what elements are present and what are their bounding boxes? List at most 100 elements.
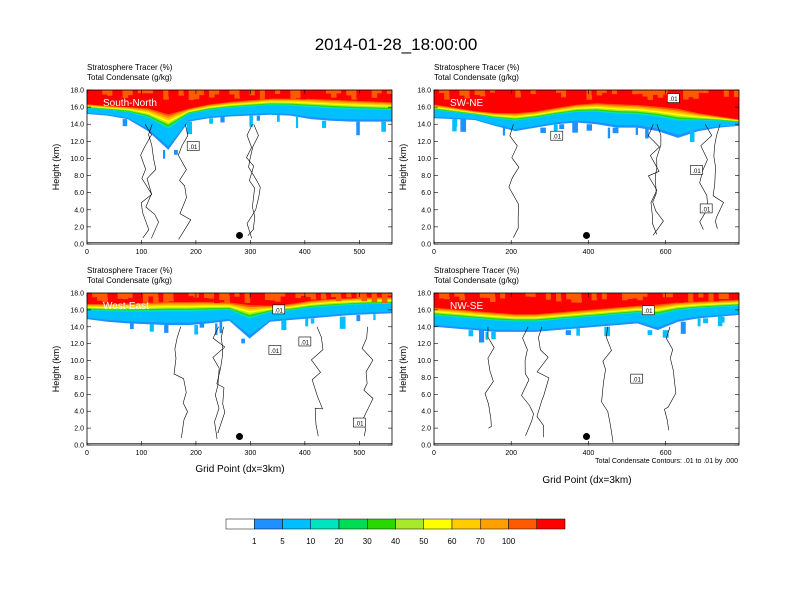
tracer-streak bbox=[346, 90, 352, 96]
x-tick-label: 200 bbox=[190, 450, 202, 457]
panel-label: West-East bbox=[103, 301, 149, 312]
tracer-streak bbox=[500, 293, 506, 299]
tracer-streak bbox=[617, 90, 623, 98]
tracer-streak bbox=[203, 90, 210, 100]
tracer-streak bbox=[622, 90, 628, 93]
panel-sw-ne: Stratosphere Tracer (%)Total Condensate … bbox=[398, 63, 740, 256]
tracer-patch bbox=[381, 121, 386, 132]
tracer-streak bbox=[320, 90, 327, 93]
plot-frame bbox=[86, 89, 393, 245]
x-tick-label: 0 bbox=[85, 249, 89, 256]
tracer-streak bbox=[454, 90, 460, 96]
tracer-streak bbox=[683, 90, 689, 100]
tracer-streak bbox=[92, 293, 98, 298]
tracer-streak bbox=[341, 90, 347, 101]
tracer-streak bbox=[87, 293, 93, 300]
tracer-patch bbox=[310, 318, 315, 324]
tracer-streak bbox=[535, 90, 542, 93]
tracer-streak bbox=[698, 90, 704, 93]
panel-label: SW-NE bbox=[450, 98, 483, 109]
x-tick-label: 300 bbox=[245, 249, 257, 256]
tracer-streak bbox=[434, 293, 440, 299]
y-tick-label: 16.0 bbox=[70, 105, 84, 112]
tracer-streak bbox=[459, 90, 465, 96]
colorbar-swatch bbox=[423, 518, 453, 530]
tracer-patch bbox=[565, 330, 571, 335]
condensate-contour bbox=[145, 124, 159, 239]
tracer-streak bbox=[489, 90, 496, 93]
x-tick-label: 400 bbox=[583, 249, 595, 256]
tracer-streak bbox=[434, 90, 440, 98]
tracer-patch bbox=[122, 119, 128, 127]
tracer-streak bbox=[683, 293, 689, 300]
tracer-streak bbox=[97, 90, 103, 94]
tracer-patch bbox=[607, 127, 611, 139]
colorbar-label: 20 bbox=[335, 537, 344, 546]
tracer-streak bbox=[708, 90, 715, 99]
tracer-streak bbox=[285, 90, 291, 94]
colorbar-label: 70 bbox=[476, 537, 485, 546]
tracer-streak bbox=[479, 293, 486, 298]
tracer-streak bbox=[586, 90, 593, 100]
x-tick-label: 200 bbox=[505, 249, 517, 256]
tracer-patch bbox=[586, 124, 593, 131]
tracer-streak bbox=[561, 293, 567, 299]
tracer-streak bbox=[576, 90, 582, 94]
colorbar-label: 5 bbox=[280, 537, 285, 546]
tracer-patch bbox=[645, 127, 649, 139]
y-tick-label: 0.0 bbox=[74, 242, 84, 249]
y-tick-label: 4.0 bbox=[421, 409, 431, 416]
tracer-streak bbox=[275, 90, 281, 95]
tracer-streak bbox=[259, 90, 266, 100]
tracer-streak bbox=[209, 293, 215, 299]
tracer-streak bbox=[270, 90, 276, 99]
y-tick-label: 12.0 bbox=[417, 139, 431, 146]
tracer-streak bbox=[647, 90, 654, 101]
tracer-streak bbox=[249, 90, 256, 96]
tracer-streak bbox=[371, 293, 378, 303]
tracer-streak bbox=[122, 293, 129, 300]
tracer-streak bbox=[581, 293, 587, 299]
tracer-streak bbox=[259, 293, 266, 297]
tracer-streak bbox=[632, 90, 638, 95]
tracer-patch bbox=[697, 318, 701, 327]
tracer-streak bbox=[566, 293, 572, 300]
y-tick-label: 6.0 bbox=[421, 190, 431, 197]
y-tick-label: 2.0 bbox=[74, 224, 84, 231]
tracer-streak bbox=[678, 90, 684, 96]
contour-label-box bbox=[690, 165, 703, 175]
y-tick-label: 16.0 bbox=[417, 105, 431, 112]
tracer-streak bbox=[315, 90, 322, 95]
figure-title: 2014-01-28_18:00:00 bbox=[315, 35, 478, 54]
tracer-streak bbox=[652, 293, 659, 296]
tracer-patch bbox=[690, 131, 695, 143]
tracer-streak bbox=[561, 90, 567, 98]
tracer-streak bbox=[617, 293, 623, 301]
colorbar-label: 1 bbox=[252, 537, 257, 546]
tracer-patch bbox=[373, 314, 376, 321]
tracer-streak bbox=[178, 90, 185, 96]
x-tick-label: 0 bbox=[85, 450, 89, 457]
tracer-streak bbox=[571, 90, 577, 93]
tracer-streak bbox=[290, 293, 296, 299]
panel-title-condensate: Total Condensate (g/kg) bbox=[87, 276, 172, 285]
x-tick-label: 600 bbox=[660, 249, 672, 256]
tracer-streak bbox=[300, 90, 307, 100]
tracer-patch bbox=[647, 330, 653, 336]
tracer-patch bbox=[209, 118, 213, 124]
tracer-streak bbox=[132, 90, 139, 98]
tracer-streak bbox=[708, 293, 715, 302]
tracer-streak bbox=[637, 293, 643, 301]
tracer-streak bbox=[540, 293, 547, 303]
tracer-patch bbox=[703, 318, 709, 324]
tracer-streak bbox=[550, 293, 557, 300]
tracer-streak bbox=[351, 90, 357, 100]
tracer-streak bbox=[137, 90, 144, 94]
tracer-streak bbox=[158, 90, 164, 96]
tracer-streak bbox=[525, 293, 532, 297]
panel-title-condensate: Total Condensate (g/kg) bbox=[87, 73, 172, 82]
tracer-streak bbox=[244, 90, 251, 98]
tracer-streak bbox=[545, 90, 552, 96]
y-tick-label: 2.0 bbox=[421, 426, 431, 433]
tracer-streak bbox=[688, 293, 694, 302]
